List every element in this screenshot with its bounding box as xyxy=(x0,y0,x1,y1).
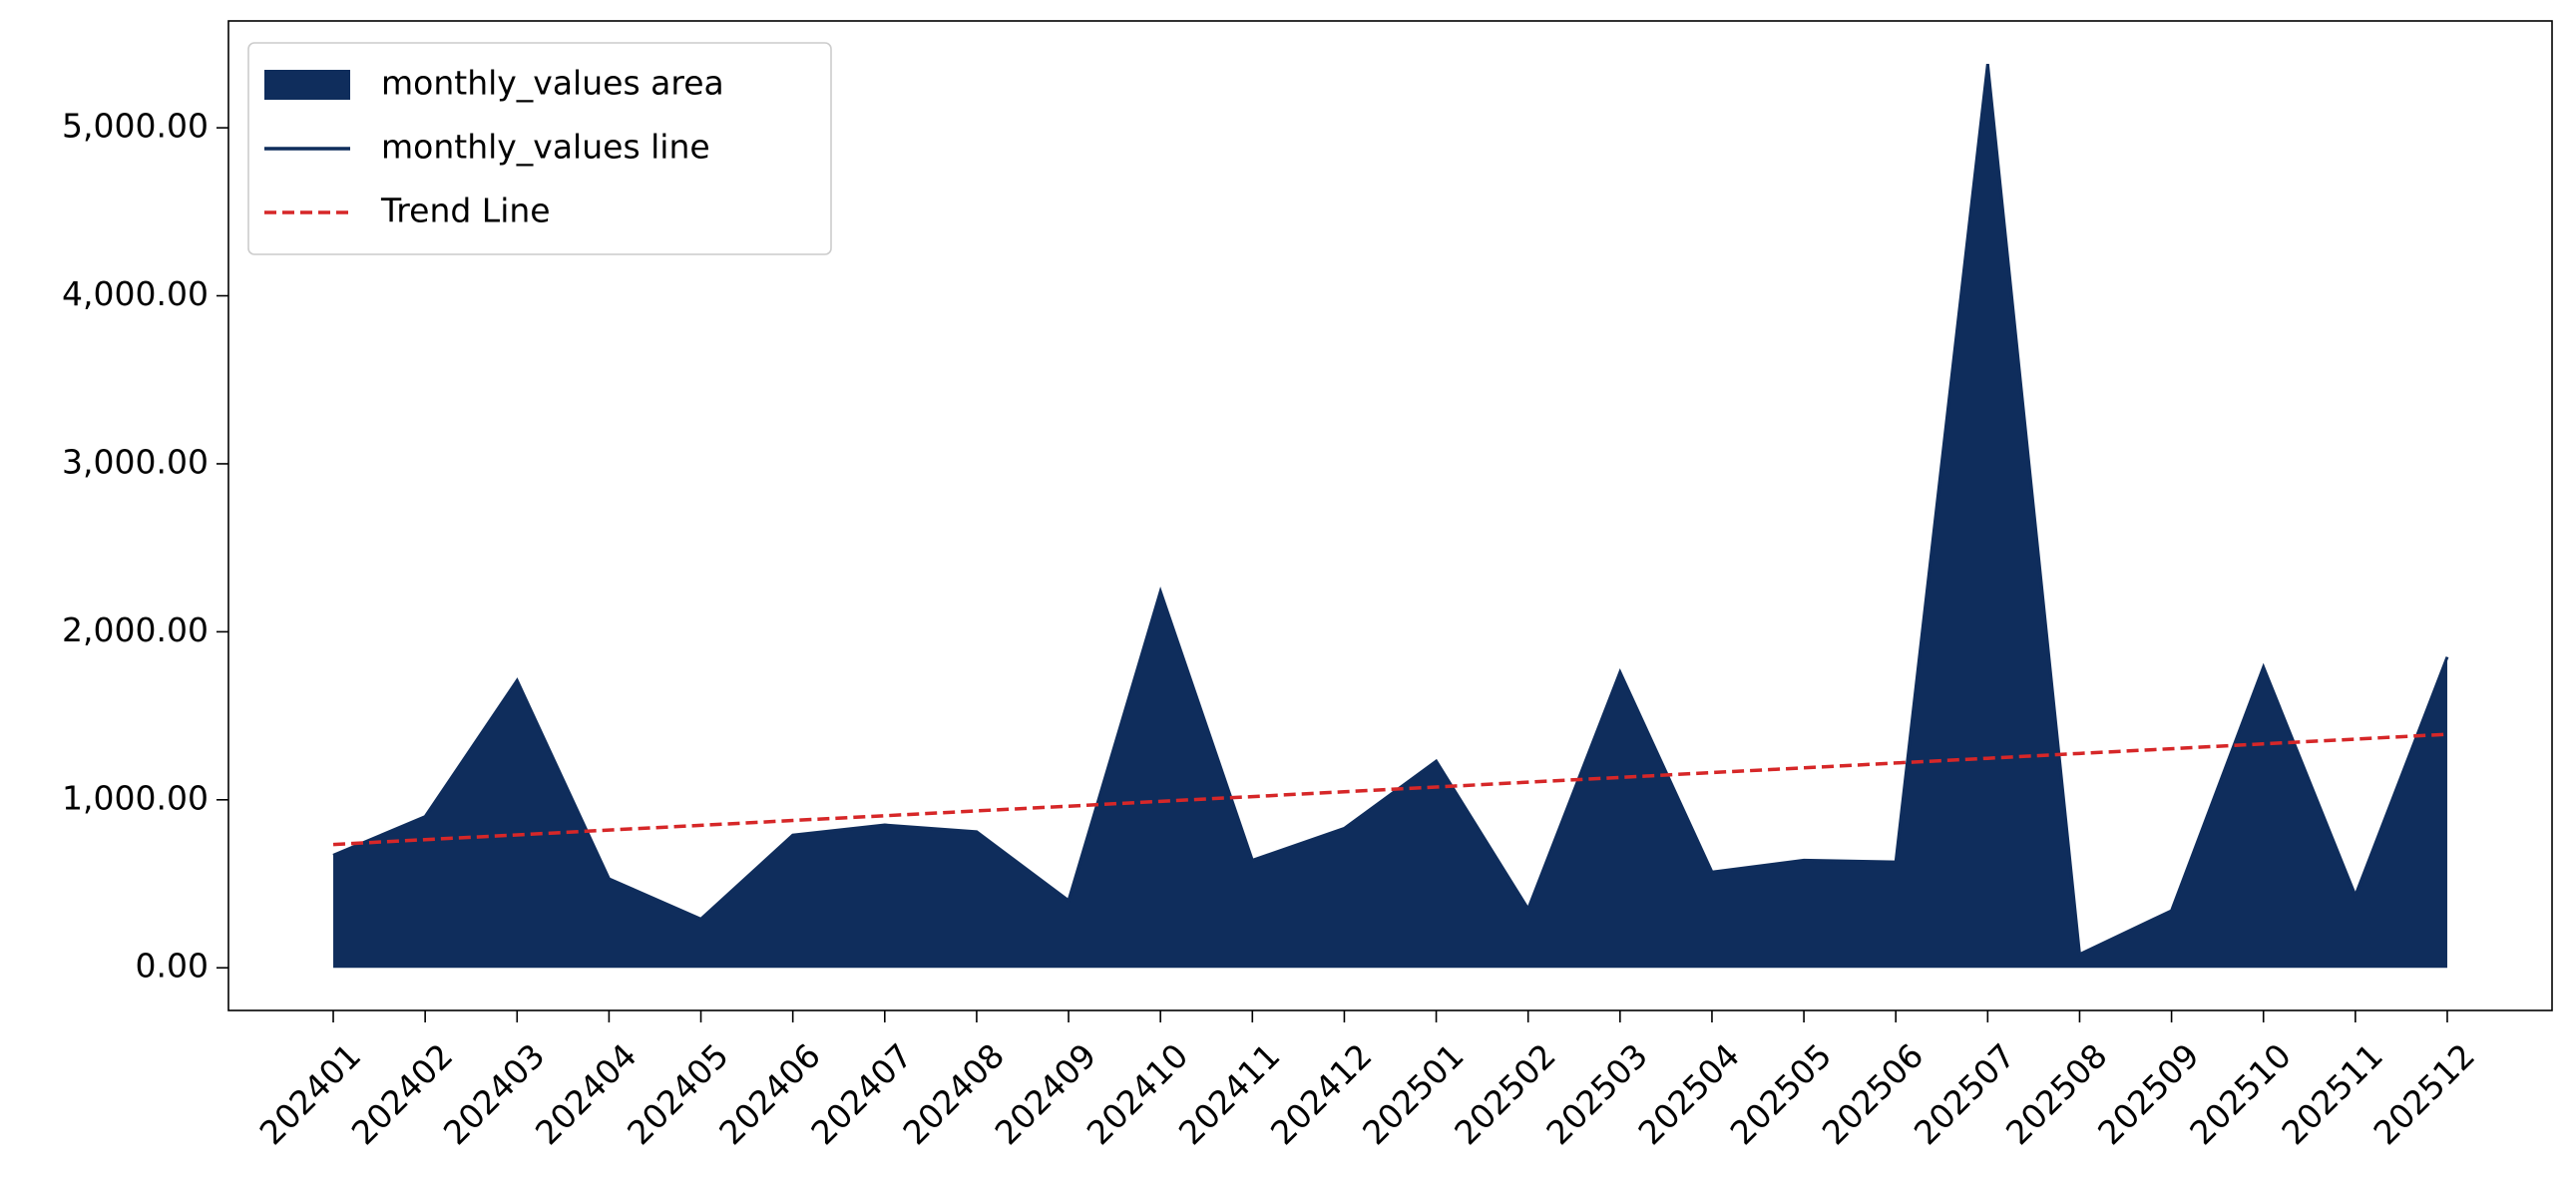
line xyxy=(332,63,2449,958)
x-tick-label: 202506 xyxy=(1815,1036,1932,1153)
x-tick-label: 202509 xyxy=(2090,1036,2207,1153)
x-tick-label: 202505 xyxy=(1723,1036,1840,1153)
y-tick-label: 3,000.00 xyxy=(62,442,209,481)
x-tick-label: 202510 xyxy=(2182,1036,2299,1153)
plot-frame xyxy=(227,20,2553,1011)
x-tick-label: 202508 xyxy=(1998,1036,2115,1153)
x-tick-label: 202403 xyxy=(436,1036,553,1153)
x-tick-label: 202503 xyxy=(1538,1036,1655,1153)
trend-line xyxy=(332,732,2448,847)
x-tick-label: 202502 xyxy=(1447,1036,1563,1153)
legend-box xyxy=(247,42,832,255)
x-tick-label: 202407 xyxy=(803,1036,920,1153)
x-tick-label: 202501 xyxy=(1355,1036,1472,1153)
x-tick-label: 202405 xyxy=(620,1036,736,1153)
legend-swatch xyxy=(264,70,350,100)
y-tick-label: 5,000.00 xyxy=(62,107,209,146)
x-tick-label: 202511 xyxy=(2274,1036,2390,1153)
area xyxy=(333,64,2447,969)
y-tick-label: 0.00 xyxy=(136,947,209,986)
x-tick-label: 202402 xyxy=(344,1036,461,1153)
x-tick-label: 202410 xyxy=(1079,1036,1196,1153)
x-tick-label: 202401 xyxy=(252,1036,369,1153)
x-tick-label: 202512 xyxy=(2366,1036,2483,1153)
x-tick-label: 202411 xyxy=(1171,1036,1288,1153)
x-tick-label: 202406 xyxy=(711,1036,828,1153)
x-tick-label: 202404 xyxy=(528,1036,644,1153)
y-tick-label: 2,000.00 xyxy=(62,610,209,649)
x-tick-label: 202408 xyxy=(895,1036,1012,1153)
legend-label: Trend Line xyxy=(380,192,551,230)
legend-label: monthly_values area xyxy=(381,64,724,103)
x-tick-label: 202507 xyxy=(1907,1036,2023,1153)
x-tick-label: 202504 xyxy=(1630,1036,1747,1153)
x-tick-label: 202412 xyxy=(1263,1036,1380,1153)
y-tick-label: 1,000.00 xyxy=(62,778,209,817)
legend-label: monthly_values line xyxy=(381,128,710,167)
x-tick-label: 202409 xyxy=(988,1036,1104,1153)
y-tick-label: 4,000.00 xyxy=(62,274,209,313)
